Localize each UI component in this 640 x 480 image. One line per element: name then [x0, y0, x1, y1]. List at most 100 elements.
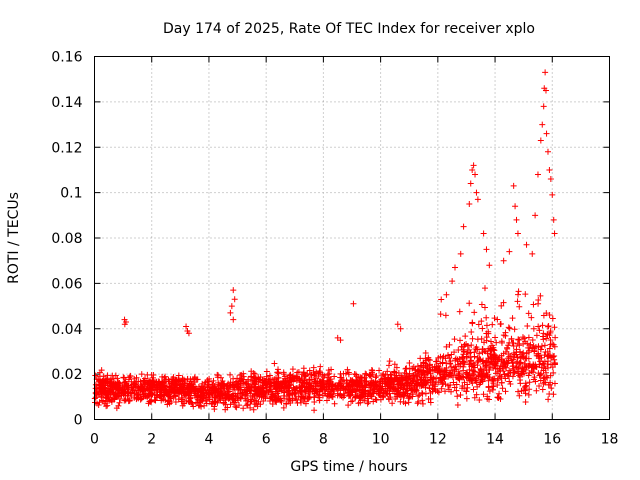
data-point [328, 391, 335, 398]
data-point [535, 370, 542, 377]
data-point [395, 385, 402, 392]
data-point [422, 390, 429, 397]
data-point [331, 373, 338, 380]
data-point [135, 378, 142, 385]
data-point [294, 385, 301, 392]
data-point [420, 359, 427, 366]
data-point [469, 380, 476, 387]
data-point [227, 309, 234, 316]
data-point [406, 365, 413, 372]
data-point [413, 387, 420, 394]
data-point [298, 394, 305, 400]
data-point [510, 369, 517, 376]
data-point [474, 196, 481, 203]
data-point [426, 385, 433, 392]
data-point [310, 394, 317, 401]
data-point [344, 366, 351, 373]
data-point [410, 371, 417, 378]
data-point [530, 369, 537, 376]
data-point [461, 379, 468, 386]
data-point [175, 388, 182, 395]
data-point [443, 343, 450, 350]
y-axis-ticks: 0 0.02 0.04 0.06 0.08 0.1 0.12 0.14 0.16 [51, 50, 610, 429]
data-point [369, 367, 376, 374]
data-point [247, 404, 254, 411]
data-point [244, 392, 251, 399]
data-point [415, 398, 422, 405]
data-point [542, 379, 549, 386]
data-point [170, 394, 177, 401]
grid [94, 56, 610, 420]
data-point [289, 391, 296, 398]
data-point [393, 393, 400, 400]
data-point [170, 374, 177, 381]
data-point [158, 387, 165, 394]
data-point [198, 388, 205, 395]
data-point [380, 394, 387, 401]
data-point [512, 203, 519, 210]
data-point [124, 382, 131, 389]
data-point [122, 392, 129, 399]
data-point [233, 378, 240, 385]
data-point [463, 341, 470, 348]
data-point [200, 394, 207, 401]
data-point [463, 354, 470, 361]
data-point [131, 381, 138, 388]
data-point [495, 375, 502, 382]
data-point [242, 387, 249, 394]
data-point [467, 180, 474, 187]
data-point [481, 285, 488, 292]
data-point [425, 354, 432, 361]
data-point [437, 311, 444, 318]
plot-frame [94, 56, 610, 420]
data-point [486, 262, 493, 269]
data-point [279, 378, 286, 385]
data-point [209, 400, 216, 407]
data-point [250, 370, 257, 377]
data-point [483, 314, 490, 321]
data-point [282, 378, 289, 385]
data-point [533, 387, 540, 394]
data-point [438, 385, 445, 392]
data-point [299, 380, 306, 387]
data-point [442, 381, 449, 388]
data-point [359, 391, 366, 398]
data-point [191, 379, 198, 386]
data-point [549, 315, 556, 322]
data-point [215, 388, 222, 395]
data-point [192, 385, 199, 392]
data-point [190, 403, 197, 410]
data-point [313, 388, 320, 395]
data-point [516, 303, 523, 310]
data-point [485, 328, 492, 335]
data-point [525, 372, 532, 379]
data-point [446, 341, 453, 348]
data-point [517, 380, 524, 387]
data-point [110, 396, 117, 403]
data-point [540, 360, 547, 367]
data-point [544, 323, 551, 330]
data-point [302, 387, 309, 394]
data-point [516, 392, 523, 399]
data-point [150, 383, 157, 390]
data-point [542, 348, 549, 355]
data-point [494, 377, 501, 384]
data-point [263, 373, 270, 380]
data-point [460, 351, 467, 358]
data-point [134, 394, 141, 401]
data-point [259, 379, 266, 386]
data-point [231, 296, 238, 303]
data-point [503, 364, 510, 371]
data-point [328, 383, 335, 390]
data-point [304, 396, 311, 403]
data-point [471, 394, 478, 401]
data-point [385, 362, 392, 369]
data-point [143, 378, 150, 385]
data-point [504, 345, 511, 352]
data-point [367, 372, 374, 379]
data-point [509, 315, 516, 322]
data-point [487, 345, 494, 352]
data-point [92, 372, 99, 379]
data-point [425, 369, 432, 376]
data-point [234, 395, 241, 402]
